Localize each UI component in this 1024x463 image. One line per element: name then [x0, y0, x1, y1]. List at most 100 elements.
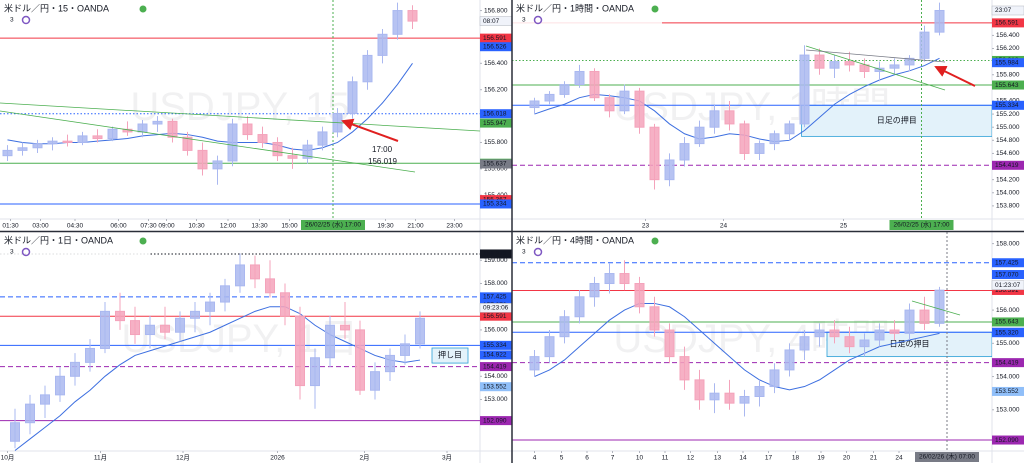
price-tag-label: 155.334 — [483, 342, 507, 349]
y-tick-label: 153.000 — [484, 396, 508, 403]
candle-body — [205, 301, 215, 312]
chart-panel: USDJPY, 15155.400155.600155.800156.00015… — [0, 0, 513, 231]
price-tag — [992, 358, 1024, 368]
price-tag — [992, 270, 1024, 280]
header-bg — [512, 2, 662, 26]
candle-body — [70, 361, 80, 377]
x-tick-label: 13:30 — [251, 223, 268, 230]
y-tick-label: 155.600 — [484, 166, 508, 173]
y-tick-label: 154.000 — [996, 189, 1020, 196]
price-tag — [992, 160, 1024, 170]
price-tag-label: 152.090 — [995, 437, 1019, 444]
price-tag-label: 154.419 — [995, 359, 1019, 366]
plot-area: 日足の押目 — [512, 0, 992, 219]
status-dot — [139, 237, 147, 245]
price-tag-label: 155.334 — [483, 201, 507, 208]
price-tag — [480, 199, 512, 209]
price-tag — [992, 58, 1024, 68]
cursor-tag — [301, 220, 365, 230]
price-tag-label: 157.070 — [995, 271, 1019, 278]
y-tick-label: 156.200 — [996, 45, 1020, 52]
y-tick-label: 156.400 — [996, 32, 1020, 39]
candle-body — [679, 356, 690, 381]
x-tick-label: 01:30 — [2, 223, 19, 230]
price-tag-label: 156.591 — [995, 20, 1019, 27]
candle-body — [2, 149, 13, 157]
x-tick-label: 15:00 — [281, 223, 298, 230]
indicator-icon — [21, 15, 31, 25]
x-tick-label: 25 — [840, 223, 848, 230]
chart-title: 米ドル／円・15・OANDA — [4, 2, 109, 13]
candle-body — [235, 264, 245, 287]
countdown-label: 23:07 — [995, 7, 1012, 14]
candle-body — [100, 310, 110, 349]
candle-body — [604, 273, 615, 285]
candle-body — [529, 100, 540, 109]
x-tick-label: 17 — [765, 455, 773, 462]
price-tag — [992, 100, 1024, 110]
candle-body — [844, 61, 855, 66]
y-tick-label: 154.800 — [996, 137, 1020, 144]
candle-body — [220, 285, 230, 303]
x-tick-label: 12 — [687, 455, 695, 462]
price-tag — [480, 382, 512, 392]
x-tick-label: 10:30 — [188, 223, 205, 230]
price-tag — [480, 350, 512, 360]
y-tick-label: 153.000 — [996, 407, 1020, 414]
price-tag — [480, 33, 512, 43]
x-tick-label: 24 — [720, 223, 728, 230]
price-tag — [992, 285, 1024, 295]
candle-body — [62, 140, 73, 143]
candle-body — [754, 143, 765, 154]
plot-area: 押し目 — [0, 253, 480, 451]
price-tag — [480, 311, 512, 321]
x-tick-label: 23 — [642, 223, 650, 230]
candle-body — [265, 278, 275, 294]
candle-body — [385, 354, 395, 373]
y-tick-label: 156.400 — [484, 60, 508, 67]
candle-body — [544, 93, 555, 102]
indicator-icon — [21, 247, 31, 257]
candle-body — [287, 155, 298, 159]
candle-body — [130, 320, 140, 336]
x-tick-label: 07:30 — [140, 223, 157, 230]
candle-body — [317, 131, 328, 146]
candle-body — [589, 283, 600, 298]
price-tag-label: 154.419 — [483, 363, 507, 370]
drawings: 17:00 156.019 — [0, 45, 976, 316]
price-tag — [480, 340, 512, 350]
indicator-icon — [533, 15, 543, 25]
candle-body — [407, 10, 418, 22]
candle-body — [649, 306, 660, 331]
candle-body — [754, 386, 765, 397]
candle-body — [347, 81, 358, 114]
candle-body — [400, 343, 410, 356]
price-tag-label: 155.643 — [995, 319, 1019, 326]
moving-average — [534, 57, 940, 143]
candle-body — [889, 64, 900, 69]
price-tag-label: 155.947 — [483, 120, 507, 127]
candle-body — [107, 128, 118, 140]
candle-body — [694, 126, 705, 145]
candle-body — [934, 9, 945, 33]
candle-body — [77, 135, 88, 143]
candle-body — [739, 123, 750, 154]
chart-title: 米ドル／円・4時間・OANDA — [516, 234, 634, 245]
price-tag-label: 157.425 — [995, 259, 1019, 266]
zone-label: 日足の押目 — [877, 115, 917, 125]
x-tick-label: 18 — [792, 455, 800, 462]
chart-panel: USDJPY, 1時間153.800154.000154.200154.4001… — [512, 0, 1024, 231]
y-tick-label: 155.200 — [996, 111, 1020, 118]
candle-body — [167, 120, 178, 138]
trend-line — [805, 45, 946, 91]
price-tag — [992, 18, 1024, 28]
candle-body — [10, 422, 20, 442]
zone-label: 日足の押目 — [890, 339, 930, 349]
x-tick-label: 21:00 — [407, 223, 424, 230]
candle-body — [559, 316, 570, 338]
indicator-count: 3 — [522, 17, 526, 24]
candle-body — [799, 336, 810, 351]
candle-body — [197, 149, 208, 170]
indicator-icon — [533, 247, 543, 257]
